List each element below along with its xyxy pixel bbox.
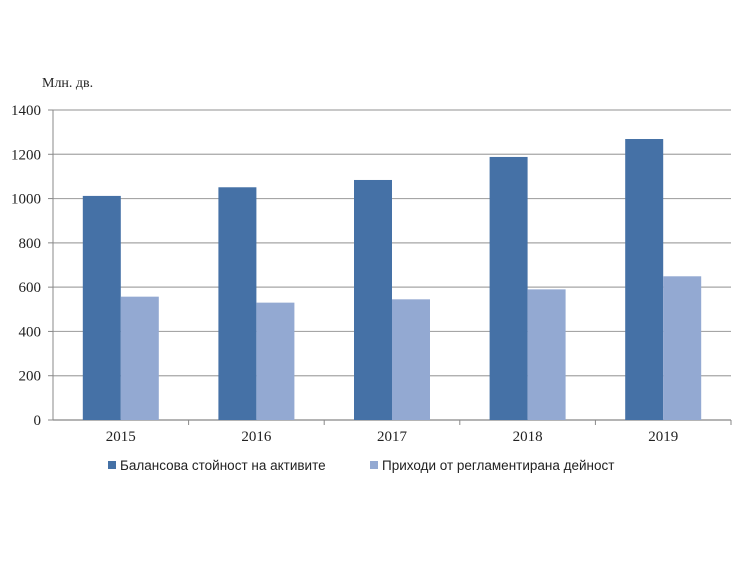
y-tick-label: 0 [34, 413, 42, 429]
y-tick-label: 1000 [11, 192, 41, 208]
y-axis-unit-label: Млн. дв. [42, 76, 93, 91]
bar-revenue-2017 [392, 299, 430, 420]
bar-revenue-2016 [256, 302, 295, 420]
bar-assets-2016 [218, 187, 257, 420]
bar-revenue-2018 [527, 289, 566, 420]
bar-revenue-2015 [120, 296, 159, 420]
legend-swatch [108, 461, 116, 469]
y-tick-label: 200 [19, 369, 42, 385]
x-tick-label: 2017 [377, 429, 408, 445]
bar-assets-2018 [489, 156, 528, 420]
x-tick-label: 2019 [648, 429, 678, 445]
bar-assets-2015 [82, 195, 121, 420]
y-tick-label: 400 [19, 324, 42, 340]
legend-label: Приходи от регламентирана дейност [382, 458, 614, 473]
y-tick-label: 600 [19, 280, 42, 296]
y-tick-label: 1200 [11, 147, 41, 163]
bar-assets-2017 [354, 179, 392, 420]
bar-revenue-2019 [663, 276, 702, 420]
y-tick-label: 800 [19, 236, 42, 252]
legend-label: Балансова стойност на активите [120, 458, 326, 473]
legend-swatch [370, 461, 378, 469]
x-tick-label: 2018 [513, 429, 543, 445]
x-tick-label: 2016 [241, 429, 272, 445]
y-tick-label: 1400 [11, 103, 41, 119]
x-tick-label: 2015 [106, 429, 136, 445]
bar-assets-2019 [625, 139, 664, 420]
